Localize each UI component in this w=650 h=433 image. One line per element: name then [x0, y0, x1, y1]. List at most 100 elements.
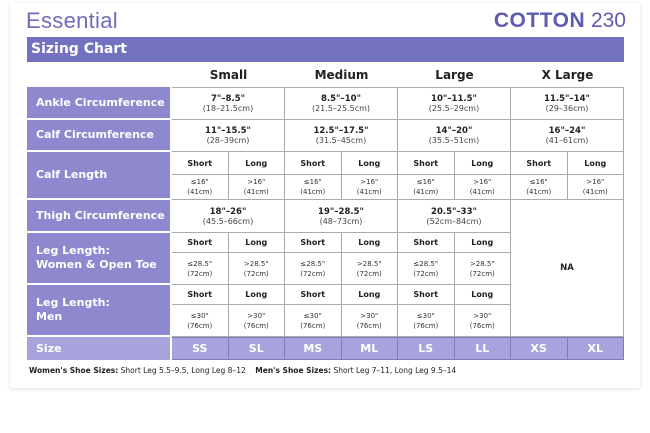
row-label-calf_length-text: Calf Length [36, 168, 108, 181]
calf_length-short-header: Short [172, 152, 229, 175]
ankle-cell-text: 10"–11.5" [431, 94, 477, 104]
leg_men-long-header: Long [228, 285, 285, 305]
calf_length-long-value: >16" (41cm) [454, 175, 511, 200]
size-code-text: LS [418, 342, 434, 355]
leg_men-long-value-text: (76cm) [356, 321, 382, 330]
leg_men-short-value: ≤30" (76cm) [172, 305, 229, 337]
na-cell-text: NA [560, 263, 574, 273]
size-header: Large [398, 63, 511, 87]
calf_length-long-value-text: (41cm) [469, 188, 495, 196]
size-code: LS [398, 337, 455, 360]
calf-cell-text: 14"–20" [435, 126, 473, 136]
thigh-cell-text: (48–73cm) [319, 216, 363, 226]
calf_length-short-header: Short [398, 152, 455, 175]
calf-cell: 16"–24" (41–61cm) [511, 120, 624, 152]
calf_length-long-value: >16" (41cm) [341, 175, 398, 200]
leg_men-short-value: ≤30" (76cm) [398, 305, 455, 337]
calf_length-short-value: ≤16" (41cm) [511, 175, 568, 200]
size-code-text: SL [248, 342, 264, 355]
leg_men-long-value-text: (76cm) [243, 321, 269, 330]
leg_women-short-value: ≤28.5" (72cm) [285, 253, 342, 285]
calf_length-short-header-text: Short [300, 158, 326, 168]
ankle-cell-text: (29–36cm) [545, 104, 589, 113]
thigh-cell: 19"–28.5" (48–73cm) [285, 200, 398, 233]
leg_men-long-header: Long [454, 285, 511, 305]
size-code: LL [454, 337, 511, 360]
leg_men-short-value-text: (76cm) [300, 321, 326, 330]
calf_length-short-header-text: Short [526, 158, 552, 168]
thigh-cell-text: 19"–28.5" [318, 206, 364, 217]
leg_women-short-value: ≤28.5" (72cm) [172, 253, 229, 285]
leg_men-long-value-text: (76cm) [469, 321, 495, 330]
size-code: MS [285, 337, 342, 360]
leg_women-long-header: Long [341, 233, 398, 253]
size-code-text: XS [530, 342, 547, 355]
men-shoe-text: Short Leg 7–11, Long Leg 9.5–14 [333, 366, 457, 375]
ankle-cell-text: (25.5–29cm) [428, 104, 480, 113]
leg_women-long-value: >28.5" (72cm) [454, 253, 511, 285]
leg_women-long-header-text: Long [358, 238, 381, 247]
row-label-ankle-text: Ankle Circumference [36, 95, 165, 109]
ankle-cell: 7"–8.5" (18–21.5cm) [172, 87, 285, 120]
size-header: X Large [511, 63, 624, 87]
calf_length-short-header-text: Short [413, 158, 439, 168]
size-header: Medium [285, 63, 398, 87]
na-cell: NA [511, 200, 624, 337]
leg_women-long-value-text: (72cm) [469, 269, 495, 278]
calf-cell: 12.5"–17.5" (31.5–45cm) [285, 120, 398, 152]
leg_women-long-value-text: (72cm) [356, 269, 382, 278]
leg_women-short-value-text: ≤28.5" [300, 259, 326, 268]
calf-cell-text: 11"–15.5" [205, 126, 251, 136]
row-label-leg_women-text: Women & Open Toe [36, 258, 157, 271]
row-label-thigh-text: Thigh Circumference [36, 208, 165, 222]
women-shoe-label: Women's Shoe Sizes: [29, 366, 119, 375]
leg_women-long-value-text: >28.5" [356, 259, 382, 268]
leg_women-long-value-text: >28.5" [243, 259, 269, 268]
row-label-leg_men: Leg Length: Men [27, 285, 172, 337]
thigh-cell-text: 20.5"–33" [431, 206, 477, 217]
calf-cell-text: (41–61cm) [545, 136, 589, 145]
leg_women-long-value-text: >28.5" [469, 259, 495, 268]
thigh-cell: 18"–26" (45.5–66cm) [172, 200, 285, 233]
leg_men-short-value-text: (76cm) [187, 321, 213, 330]
ankle-cell: 11.5"–14" (29–36cm) [511, 87, 624, 120]
calf-cell: 11"–15.5" (28–39cm) [172, 120, 285, 152]
leg_women-short-header: Short [398, 233, 455, 253]
leg_men-short-header: Short [172, 285, 229, 305]
ankle-cell: 10"–11.5" (25.5–29cm) [398, 87, 511, 120]
calf_length-long-value-text: >16" [247, 178, 266, 186]
leg_men-long-value-text: >30" [247, 311, 266, 320]
row-label-leg_men-text: Men [36, 310, 63, 323]
calf-cell-text: 12.5"–17.5" [313, 126, 369, 136]
calf_length-short-value-text: (41cm) [300, 188, 326, 196]
row-label-leg_women: Leg Length: Women & Open Toe [27, 233, 172, 285]
leg_men-long-value-text: >30" [360, 311, 379, 320]
leg_women-long-header-text: Long [245, 238, 268, 247]
brand-name: Essential [26, 8, 118, 33]
calf_length-long-header: Long [341, 152, 398, 175]
size-header-text: Medium [314, 68, 369, 82]
row-label-leg_women-text: Leg Length: [36, 244, 110, 257]
product-number: 230 [590, 9, 626, 32]
size-code-text: XL [587, 342, 604, 355]
calf_length-short-value: ≤16" (41cm) [398, 175, 455, 200]
page-title: Sizing Chart [27, 37, 624, 62]
row-label-calf-text: Calf Circumference [36, 128, 154, 141]
calf_length-long-header-text: Long [471, 158, 494, 168]
leg_men-long-header-text: Long [358, 290, 381, 299]
leg_men-long-value: >30" (76cm) [454, 305, 511, 337]
size-code: SS [172, 337, 229, 360]
leg_women-long-header: Long [228, 233, 285, 253]
size-header-text: X Large [541, 68, 594, 82]
row-label-ankle: Ankle Circumference [27, 87, 172, 120]
size-code-text: SS [192, 342, 208, 355]
size-header: Small [172, 63, 285, 87]
thigh-cell-text: 18"–26" [209, 206, 247, 217]
calf_length-short-value-text: (41cm) [413, 188, 439, 196]
leg_women-short-value-text: (72cm) [187, 269, 213, 278]
calf_length-short-value: ≤16" (41cm) [285, 175, 342, 200]
product-name: COTTON 230 [494, 9, 626, 33]
women-shoe-text: Short Leg 5.5–9.5, Long Leg 8–12 [120, 366, 246, 375]
ankle-cell: 8.5"–10" (21.5–25.5cm) [285, 87, 398, 120]
ankle-cell-text: (18–21.5cm) [202, 104, 254, 113]
